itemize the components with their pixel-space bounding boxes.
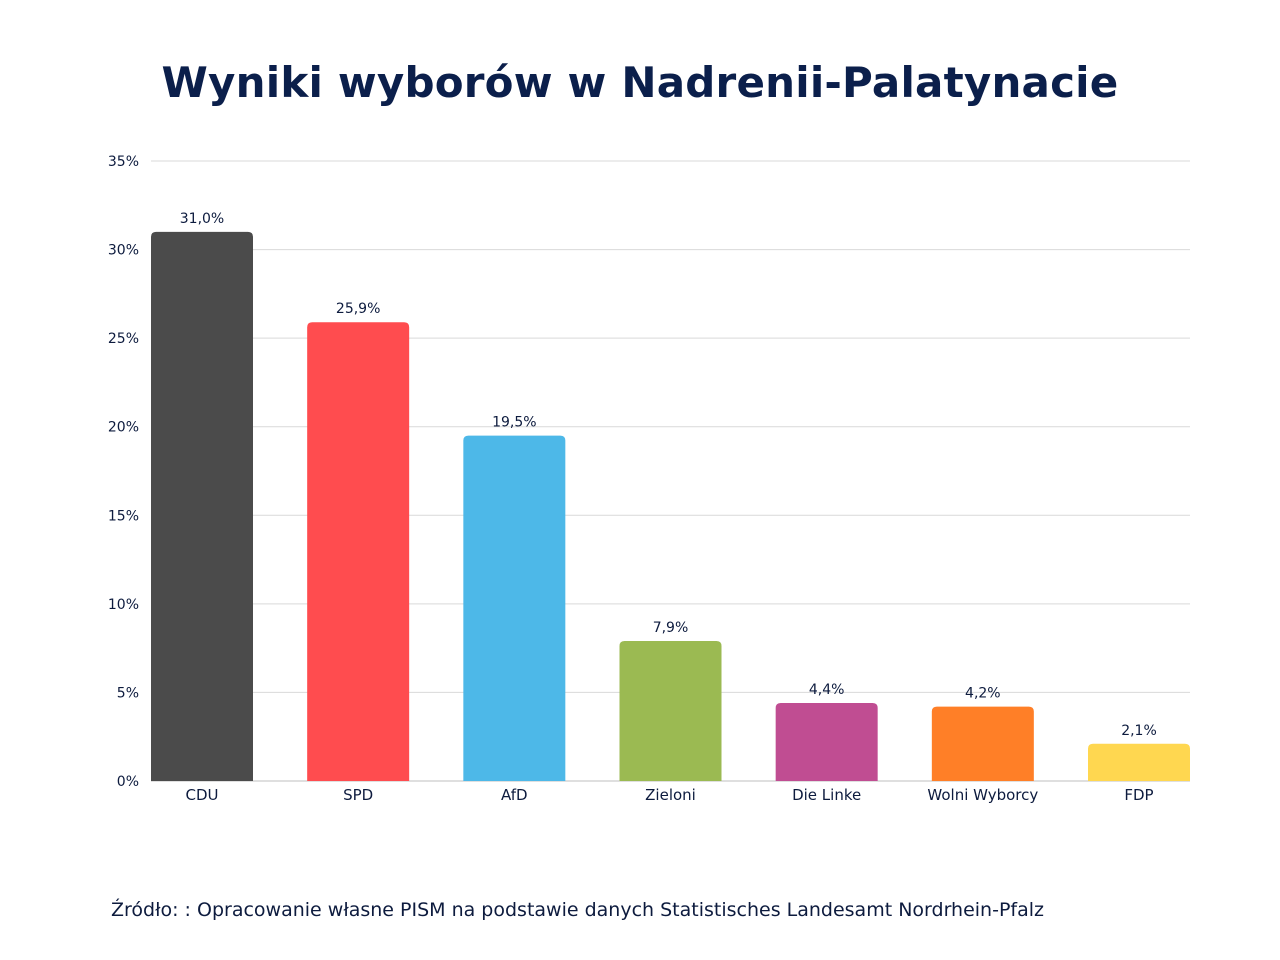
x-axis-labels: CDU SPD AfD Zieloni Die Linke Wolni Wyborcy FD… [185,786,1153,804]
bar-zieloni [619,641,722,781]
value-label: 31,0% [180,211,224,227]
value-label: 25,9% [336,301,380,317]
value-label: 2,1% [1121,723,1157,739]
y-tick-label: 0% [117,774,139,790]
category-label: Wolni Wyborcy [927,786,1038,804]
bar-cdu [151,231,253,781]
category-label: Zieloni [645,786,696,804]
chart-title: Wyniki wyborów w Nadrenii-Palatynacie [161,58,1119,107]
y-tick-label: 5% [117,685,139,701]
value-label: 7,9% [653,620,689,636]
source-note: Źródło: : Opracowanie własne PISM na pod… [111,899,1044,921]
y-tick-label: 20% [108,420,139,436]
y-tick-label: 35% [108,154,139,170]
y-tick-label: 10% [108,597,139,613]
y-tick-label: 30% [108,243,139,259]
value-label: 4,2% [965,686,1001,702]
value-label: 4,4% [809,682,845,698]
category-label: Die Linke [792,786,861,804]
bar-fdp [1088,743,1190,781]
y-axis-ticks: 0% 5% 10% 15% 20% 25% 30% 35% [108,154,139,790]
bar-spd [307,322,410,781]
bar-die-linke [775,703,878,781]
category-label: FDP [1124,786,1153,804]
category-label: AfD [501,786,528,804]
category-label: SPD [343,786,373,804]
bars [151,231,1190,781]
y-tick-label: 15% [108,508,139,524]
bar-afd [463,435,566,781]
category-label: CDU [185,786,218,804]
value-labels: 31,0% 25,9% 19,5% 7,9% 4,4% 4,2% 2,1% [180,211,1157,739]
value-label: 19,5% [492,415,536,431]
y-tick-label: 25% [108,331,139,347]
bar-wolni-wyborcy [931,706,1034,781]
